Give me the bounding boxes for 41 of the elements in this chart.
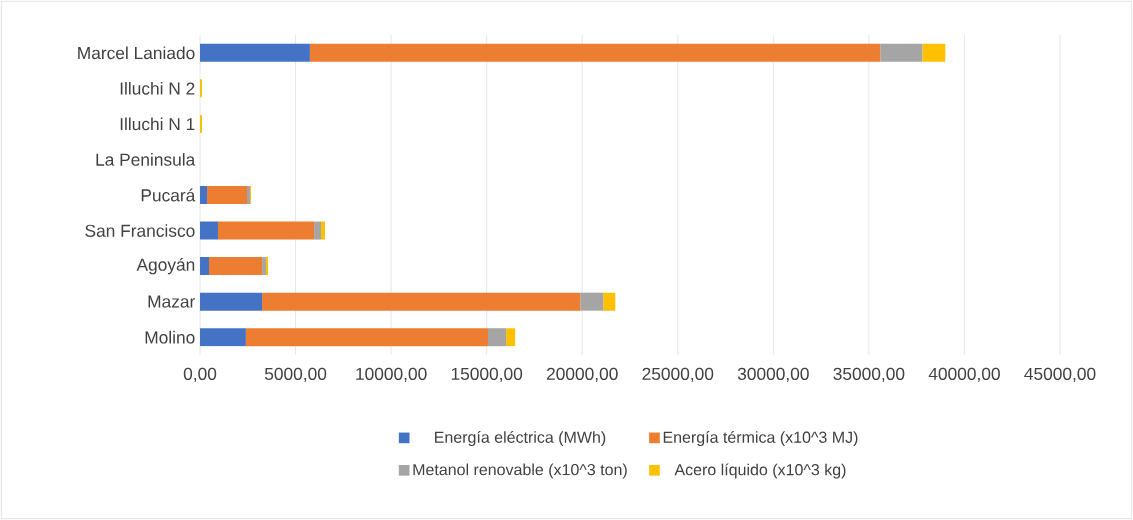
bar	[922, 43, 946, 62]
x-tick-label: 40000,00	[928, 367, 1000, 383]
bar	[488, 328, 507, 347]
x-tick-label: 10000,00	[356, 367, 427, 383]
bar	[603, 292, 616, 311]
bar	[208, 257, 263, 276]
x-tick-label: 5000,00	[264, 367, 327, 383]
y-tick-label: Molino	[145, 330, 195, 344]
bar	[200, 221, 218, 240]
x-tick-label: 35000,00	[833, 367, 905, 383]
x-tick-label: 30000,00	[737, 367, 809, 383]
x-tick-label: 25000,00	[642, 367, 714, 383]
bar	[200, 292, 263, 311]
y-tick-label: Mazar	[148, 295, 195, 308]
y-tick-label: Pucará	[141, 188, 196, 202]
bar	[200, 328, 246, 347]
bar	[580, 292, 604, 311]
y-tick-label: San Francisco	[85, 224, 195, 237]
y-tick-label: Marcel Laniado	[78, 46, 195, 60]
bar	[506, 328, 516, 347]
legend-label: Energía eléctrica (MWh)	[435, 431, 606, 447]
x-tick-label: 45000,00	[1024, 367, 1096, 383]
legend-label: Metanol renovable (x10^3 ton)	[413, 463, 627, 479]
bar	[217, 221, 315, 240]
y-tick-label: Illuchi N 1	[120, 117, 195, 131]
bar	[200, 43, 310, 62]
bar	[314, 221, 321, 240]
x-tick-label: 15000,00	[451, 367, 523, 383]
bar	[262, 292, 581, 311]
legend-label: Energía térmica (x10^3 MJ)	[663, 431, 858, 447]
x-tick-label: 20000,00	[546, 367, 618, 383]
bar	[309, 43, 881, 62]
x-tick-label: 0,00	[183, 367, 217, 383]
bar	[245, 328, 488, 347]
bar	[880, 43, 923, 62]
bar	[207, 186, 248, 204]
y-tick-label: La Peninsula	[96, 153, 196, 166]
legend-label: Acero líquido (x10^3 kg)	[674, 463, 846, 479]
y-tick-label: Illuchi N 2	[120, 81, 195, 95]
y-tick-label: Agoyán	[136, 257, 195, 275]
bar	[320, 221, 325, 240]
